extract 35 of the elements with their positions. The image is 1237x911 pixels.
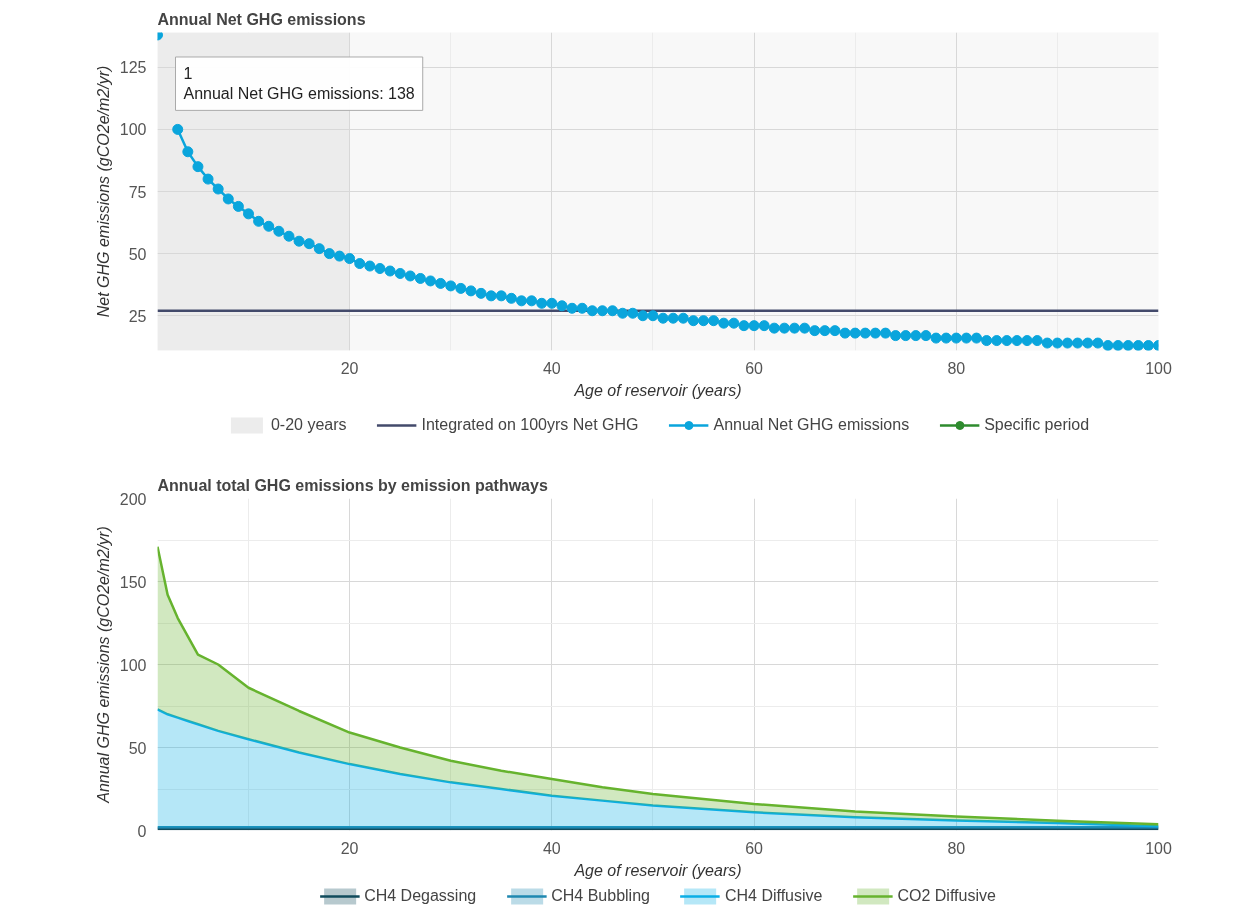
chart-title: Annual total GHG emissions by emission pathways bbox=[157, 476, 548, 494]
x-tick-label: 100 bbox=[1145, 839, 1172, 857]
x-tick-label: 40 bbox=[542, 839, 561, 857]
x-tick-label: 40 bbox=[542, 359, 561, 377]
legend-label: CH4 Degassing bbox=[364, 887, 477, 905]
y-tick-label: 50 bbox=[128, 245, 147, 263]
x-tick-label: 80 bbox=[947, 359, 966, 377]
y-tick-label: 0 bbox=[137, 822, 147, 840]
y-tick-label: 75 bbox=[128, 183, 147, 201]
legend-label: CH4 Diffusive bbox=[724, 887, 823, 905]
legend-label: Annual Net GHG emissions bbox=[713, 416, 910, 434]
annotation: 1 Annual Net GHG emissions: 138 bbox=[183, 64, 415, 103]
legend-label: 0-20 years bbox=[270, 416, 347, 434]
y-axis-title: Net GHG emissions (gCO2e/m2/yr) bbox=[94, 65, 112, 318]
legend-label: CO2 Diffusive bbox=[897, 887, 996, 905]
legend-label: CH4 Bubbling bbox=[551, 887, 650, 905]
x-tick-label: 20 bbox=[340, 839, 359, 857]
x-tick-label: 60 bbox=[745, 839, 764, 857]
y-tick-label: 125 bbox=[119, 59, 147, 77]
x-axis-title: Age of reservoir (years) bbox=[573, 381, 742, 399]
y-tick-label: 50 bbox=[128, 739, 147, 757]
chart-title: Annual Net GHG emissions bbox=[157, 10, 366, 28]
y-tick-label: 100 bbox=[119, 656, 147, 674]
x-tick-label: 20 bbox=[340, 359, 359, 377]
y-tick-label: 150 bbox=[119, 573, 147, 591]
x-axis-title: Age of reservoir (years) bbox=[573, 861, 742, 879]
x-tick-label: 100 bbox=[1145, 359, 1172, 377]
y-tick-label: 100 bbox=[119, 121, 147, 139]
legend-label: Specific period bbox=[984, 416, 1090, 434]
y-tick-label: 200 bbox=[119, 490, 147, 508]
x-tick-label: 60 bbox=[745, 359, 764, 377]
x-tick-label: 80 bbox=[947, 839, 966, 857]
y-tick-label: 25 bbox=[128, 307, 147, 325]
legend-label: Integrated on 100yrs Net GHG bbox=[421, 416, 639, 434]
y-axis-title: Annual GHG emissions (gCO2e/m2/yr) bbox=[94, 526, 112, 804]
